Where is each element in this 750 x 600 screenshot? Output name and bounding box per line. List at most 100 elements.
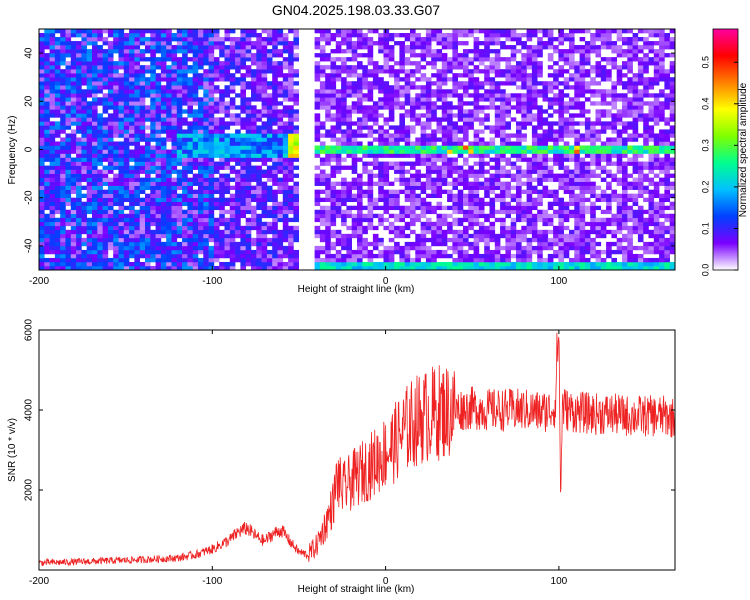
heatmap-cell — [54, 233, 61, 239]
heatmap-cell — [346, 117, 352, 122]
heatmap-cell — [277, 261, 284, 267]
heatmap-cell — [145, 185, 151, 190]
heatmap-cell — [521, 217, 527, 223]
heatmap-cell — [367, 181, 374, 186]
heatmap-cell — [224, 157, 231, 162]
heatmap-cell — [203, 41, 209, 46]
heatmap-cell — [288, 73, 294, 78]
heatmap-cell — [134, 65, 140, 70]
heatmap-cell — [171, 221, 178, 227]
heatmap-cell — [319, 249, 326, 255]
heatmap-cell — [357, 245, 363, 251]
heatmap-cell — [123, 85, 130, 90]
heatmap-cell — [240, 161, 246, 166]
heatmap-cell — [166, 253, 172, 259]
heatmap-cell — [266, 265, 273, 270]
heatmap-cell — [463, 197, 469, 203]
heatmap-cell — [441, 229, 448, 235]
heatmap-cell — [558, 173, 564, 178]
heatmap-cell — [86, 105, 93, 110]
heatmap-cell — [399, 137, 405, 142]
heatmap-cell — [118, 189, 125, 194]
heatmap-cell — [553, 121, 559, 126]
heatmap-cell — [521, 85, 527, 90]
heatmap-cell — [569, 133, 575, 138]
heatmap-cell — [452, 105, 458, 110]
heatmap-cell — [293, 133, 299, 138]
heatmap-cell — [563, 173, 570, 178]
heatmap-cell — [81, 133, 87, 138]
heatmap-cell — [92, 69, 98, 74]
heatmap-cell — [44, 57, 50, 62]
heatmap-cell — [547, 201, 554, 207]
heatmap-cell — [272, 209, 278, 215]
heatmap-cell — [81, 145, 87, 150]
heatmap-cell — [192, 249, 199, 255]
heatmap-cell — [574, 93, 580, 98]
heatmap-cell — [182, 245, 188, 251]
heatmap-cell — [531, 57, 538, 62]
heatmap-cell — [155, 177, 162, 182]
heatmap-cell — [277, 157, 284, 162]
heatmap-cell — [319, 265, 326, 270]
heatmap-cell — [452, 233, 458, 239]
heatmap-cell — [187, 137, 193, 142]
heatmap-cell — [415, 97, 421, 102]
heatmap-cell — [240, 213, 246, 219]
heatmap-cell — [123, 129, 130, 134]
heatmap-cell — [319, 81, 326, 86]
heatmap-cell — [134, 145, 140, 150]
heatmap-cell — [531, 77, 538, 82]
heatmap-cell — [60, 169, 66, 174]
heatmap-cell — [266, 121, 273, 126]
heatmap-cell — [473, 145, 480, 150]
heatmap-cell — [150, 249, 156, 255]
heatmap-cell — [521, 237, 527, 243]
heatmap-cell — [521, 73, 527, 78]
heatmap-cell — [362, 125, 368, 130]
heatmap-cell — [171, 89, 178, 94]
heatmap-cell — [92, 233, 98, 239]
heatmap-cell — [139, 213, 146, 219]
heatmap-cell — [166, 125, 172, 130]
heatmap-cell — [102, 41, 109, 46]
heatmap-cell — [76, 97, 82, 102]
heatmap-cell — [39, 137, 45, 142]
heatmap-cell — [224, 241, 231, 247]
heatmap-cell — [176, 141, 183, 146]
heatmap-cell — [388, 257, 395, 263]
heatmap-cell — [150, 265, 156, 270]
heatmap-cell — [357, 141, 363, 146]
heatmap-cell — [134, 253, 140, 259]
heatmap-cell — [335, 213, 342, 219]
heatmap-cell — [44, 229, 50, 235]
heatmap-cell — [500, 89, 506, 94]
heatmap-cell — [574, 133, 580, 138]
heatmap-cell — [351, 89, 358, 94]
heatmap-cell — [44, 173, 50, 178]
heatmap-cell — [415, 261, 421, 267]
heatmap-cell — [330, 209, 337, 215]
heatmap-cell — [219, 205, 225, 211]
heatmap-cell — [526, 121, 533, 126]
heatmap-cell — [245, 233, 252, 239]
heatmap-cell — [60, 101, 66, 106]
heatmap-cell — [277, 205, 284, 211]
heatmap-cell — [505, 205, 511, 211]
heatmap-cell — [261, 53, 268, 58]
heatmap-cell — [129, 49, 135, 54]
heatmap-cell — [49, 169, 56, 174]
heatmap-cell — [261, 161, 268, 166]
heatmap-cell — [171, 153, 178, 158]
heatmap-cell — [44, 129, 50, 134]
heatmap-cell — [468, 233, 474, 239]
heatmap-cell — [44, 65, 50, 70]
heatmap-cell — [410, 85, 416, 90]
heatmap-cell — [314, 257, 321, 263]
heatmap-cell — [198, 205, 204, 211]
heatmap-cell — [256, 257, 262, 263]
heatmap-cell — [60, 33, 66, 38]
heatmap-cell — [203, 141, 209, 146]
heatmap-cell — [261, 133, 268, 138]
heatmap-cell — [139, 73, 146, 78]
